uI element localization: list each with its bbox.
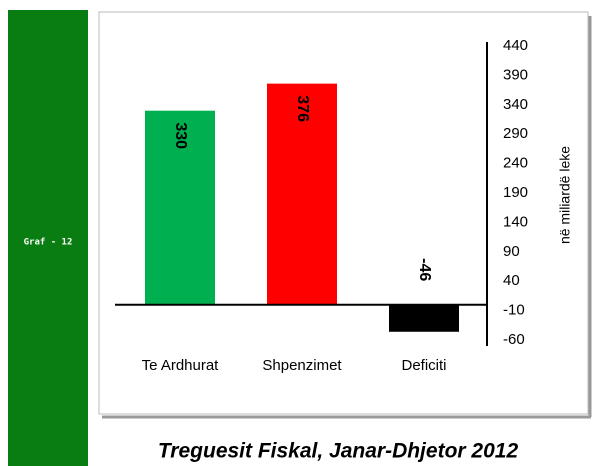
x-tick-label: Deficiti — [401, 357, 446, 374]
y-tick-label: 140 — [503, 213, 528, 230]
y-axis-label: në miliardë leke — [557, 146, 573, 244]
bar — [267, 83, 337, 305]
y-tick-label: 40 — [503, 272, 520, 289]
y-tick-label: 440 — [503, 37, 528, 54]
y-tick-label: -60 — [503, 331, 525, 348]
bar — [145, 110, 215, 305]
value-label: 376 — [294, 95, 311, 122]
x-tick-label: Te Ardhurat — [142, 357, 220, 374]
y-tick-label: 340 — [503, 96, 528, 113]
y-tick-label: 390 — [503, 66, 528, 83]
y-tick-label: 190 — [503, 184, 528, 201]
sidebar-label: Graf - 12 — [24, 238, 73, 248]
x-tick-label: Shpenzimet — [262, 357, 342, 374]
y-tick-label: 240 — [503, 155, 528, 172]
sidebar — [8, 10, 88, 466]
y-tick-label: 290 — [503, 125, 528, 142]
value-label: 330 — [172, 122, 189, 149]
chart-title: Treguesit Fiskal, Janar-Dhjetor 2012 — [158, 440, 519, 463]
y-tick-label: 90 — [503, 243, 520, 260]
y-tick-label: -10 — [503, 302, 525, 319]
value-label: -46 — [416, 258, 433, 281]
bar — [389, 304, 459, 332]
